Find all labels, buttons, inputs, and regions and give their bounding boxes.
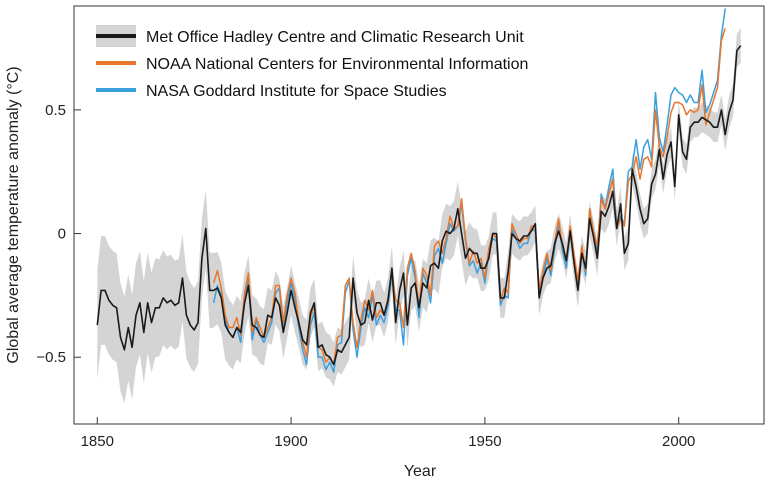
y-tick-label: −0.5 (36, 349, 66, 366)
hadcrut-series-line (96, 45, 742, 366)
y-tick-label: 0.5 (45, 102, 66, 119)
legend-item-nasa: NASA Goddard Institute for Space Studies (96, 83, 447, 100)
legend-item-noaa: NOAA National Centers for Environmental … (96, 56, 528, 73)
y-tick-label: 0 (58, 226, 66, 243)
series-layer (96, 8, 742, 373)
nasa-series-line (212, 8, 726, 373)
x-tick-label: 1850 (81, 433, 114, 450)
legend-label: NASA Goddard Institute for Space Studies (146, 83, 447, 100)
x-tick-label: 1900 (274, 433, 307, 450)
legend-label: Met Office Hadley Centre and Climatic Re… (146, 29, 524, 46)
x-tick-label: 2000 (662, 433, 695, 450)
legend: Met Office Hadley Centre and Climatic Re… (96, 25, 528, 100)
x-axis-title: Year (404, 463, 437, 480)
legend-label: NOAA National Centers for Environmental … (146, 56, 528, 73)
x-tick-label: 1950 (468, 433, 501, 450)
y-axis-title: Global average temperature anomaly (°C) (5, 66, 22, 363)
uncertainty-band (97, 28, 741, 404)
ticks-layer: 1850 1900 1950 2000 −0.5 0 0.5 (36, 102, 695, 450)
uncertainty-band-layer (97, 28, 741, 404)
plot-frame (73, 5, 765, 425)
legend-item-hadcrut: Met Office Hadley Centre and Climatic Re… (96, 25, 524, 47)
